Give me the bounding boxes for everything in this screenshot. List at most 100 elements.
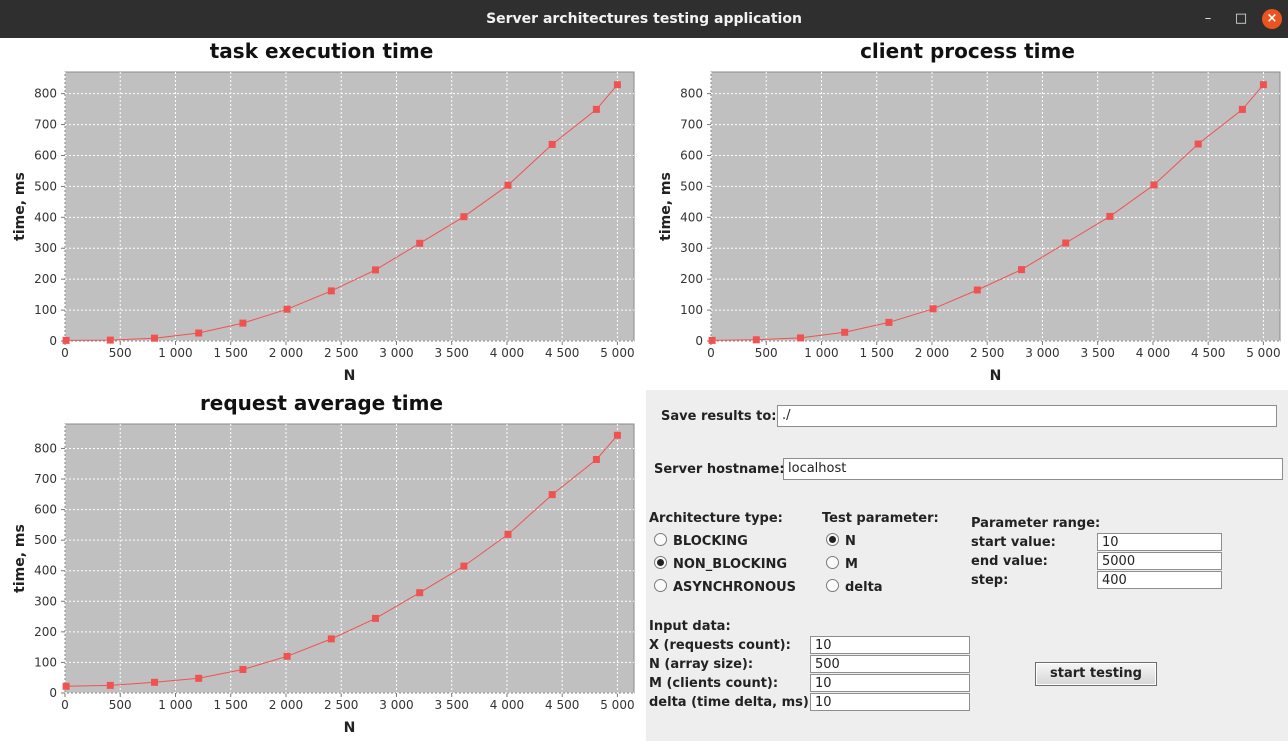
plot-area xyxy=(64,423,635,694)
settings-panel: Save results to: ./ Server hostname: loc… xyxy=(646,390,1288,741)
y-tick-label: 800 xyxy=(34,441,57,455)
x-tick-label: 3 500 xyxy=(435,698,469,712)
param-option-n[interactable]: N xyxy=(826,533,856,549)
data-point xyxy=(1150,181,1158,189)
plot-area xyxy=(710,71,1281,342)
data-point xyxy=(929,305,937,313)
x-tick-label: 2 500 xyxy=(324,698,358,712)
client-process-time-chart: client process time 0 500 1 000 1 500 2 000 2 … xyxy=(646,38,1288,392)
radio-icon xyxy=(654,533,667,546)
data-point xyxy=(239,666,247,673)
data-point xyxy=(592,105,600,113)
minimize-button[interactable]: – xyxy=(1204,11,1212,26)
plot-area xyxy=(64,71,635,342)
y-axis-label: time, ms xyxy=(12,172,28,241)
data-point xyxy=(548,140,556,148)
x-tick-label: 0 xyxy=(707,346,715,360)
x-axis-label: N xyxy=(344,368,356,384)
radio-icon xyxy=(654,556,667,569)
y-tick-label: 700 xyxy=(680,118,703,132)
y-tick-label: 500 xyxy=(34,179,57,193)
time-delta-field[interactable]: 10 xyxy=(810,693,970,711)
x-tick-label: 500 xyxy=(109,346,132,360)
data-point xyxy=(195,329,203,337)
arch-option-asynchronous[interactable]: ASYNCHRONOUS xyxy=(654,579,796,595)
end-value-label: end value: xyxy=(971,554,1048,569)
x-tick-label: 2 500 xyxy=(970,346,1004,360)
save-path-field[interactable]: ./ xyxy=(777,405,1277,427)
y-tick-label: 600 xyxy=(34,503,57,517)
y-tick-label: 200 xyxy=(680,272,703,286)
y-tick-label: 600 xyxy=(680,148,703,162)
radio-icon xyxy=(826,579,839,592)
x-tick-label: 3 000 xyxy=(379,698,413,712)
y-tick-label: 200 xyxy=(34,272,57,286)
request-average-time-chart: request average time 0 500 1 000 1 500 2 000 2… xyxy=(0,390,642,744)
data-point xyxy=(460,213,468,221)
data-point xyxy=(195,674,203,682)
x-tick-label: 2 500 xyxy=(324,346,358,360)
chart-title: client process time xyxy=(860,39,1075,63)
x-tick-label: 5 000 xyxy=(600,346,634,360)
y-tick-label: 100 xyxy=(34,655,57,669)
radio-icon xyxy=(826,533,839,546)
array-size-field[interactable]: 500 xyxy=(810,655,970,673)
y-tick-label: 200 xyxy=(34,625,57,639)
x-tick-label: 0 xyxy=(61,346,69,360)
requests-count-label: X (requests count): xyxy=(649,638,791,653)
x-tick-label: 3 500 xyxy=(435,346,469,360)
chart-title: task execution time xyxy=(210,39,434,63)
param-option-m[interactable]: M xyxy=(826,556,858,572)
task-execution-time-svg: task execution time 0 500 1 000 1 500 2 000 2 … xyxy=(12,39,635,384)
y-tick-label: 0 xyxy=(49,686,57,700)
data-point xyxy=(327,287,335,295)
y-tick-label: 500 xyxy=(680,179,703,193)
x-tick-label: 500 xyxy=(109,698,132,712)
window-titlebar: Server architectures testing application… xyxy=(0,0,1288,38)
data-point xyxy=(797,334,804,342)
data-point xyxy=(327,635,335,643)
requests-count-field[interactable]: 10 xyxy=(810,636,970,654)
start-value-field[interactable]: 10 xyxy=(1097,533,1222,551)
chart-title: request average time xyxy=(200,391,443,415)
architecture-type-label: Architecture type: xyxy=(649,511,783,526)
x-tick-label: 4 000 xyxy=(1136,346,1170,360)
x-tick-label: 4 000 xyxy=(490,698,524,712)
y-tick-label: 0 xyxy=(49,334,57,348)
input-data-label: Input data: xyxy=(649,619,731,634)
x-tick-label: 1 000 xyxy=(158,698,192,712)
parameter-range-label: Parameter range: xyxy=(971,516,1101,531)
x-tick-label: 5 000 xyxy=(1246,346,1280,360)
data-point xyxy=(973,286,981,294)
data-point xyxy=(372,614,379,622)
server-hostname-field[interactable]: localhost xyxy=(783,458,1283,480)
x-tick-label: 0 xyxy=(61,698,69,712)
save-results-label: Save results to: xyxy=(661,409,777,424)
end-value-field[interactable]: 5000 xyxy=(1097,552,1222,570)
data-point xyxy=(613,81,621,89)
maximize-button[interactable]: □ xyxy=(1234,11,1248,26)
request-average-time-svg: request average time 0 500 1 000 1 500 2 000 2… xyxy=(12,391,635,736)
data-point xyxy=(106,681,114,689)
data-point xyxy=(283,652,291,660)
series-line xyxy=(66,84,618,341)
clients-count-field[interactable]: 10 xyxy=(810,674,970,692)
param-option-delta[interactable]: delta xyxy=(826,579,883,595)
data-point xyxy=(1062,239,1070,247)
window-title: Server architectures testing application xyxy=(486,11,802,27)
data-point xyxy=(592,456,600,463)
client-process-time-svg: client process time 0 500 1 000 1 500 2 000 2 … xyxy=(658,39,1281,384)
close-button[interactable]: × xyxy=(1262,9,1282,29)
x-tick-label: 4 000 xyxy=(490,346,524,360)
x-tick-label: 4 500 xyxy=(1191,346,1225,360)
y-tick-label: 800 xyxy=(34,87,57,101)
arch-option-non-blocking[interactable]: NON_BLOCKING xyxy=(654,556,787,572)
start-value-label: start value: xyxy=(971,535,1056,550)
start-testing-button[interactable]: start testing xyxy=(1035,662,1157,686)
y-tick-label: 400 xyxy=(680,210,703,224)
radio-icon xyxy=(654,579,667,592)
x-tick-label: 3 000 xyxy=(379,346,413,360)
arch-option-blocking[interactable]: BLOCKING xyxy=(654,533,748,549)
data-point xyxy=(151,678,158,686)
step-field[interactable]: 400 xyxy=(1097,571,1222,589)
